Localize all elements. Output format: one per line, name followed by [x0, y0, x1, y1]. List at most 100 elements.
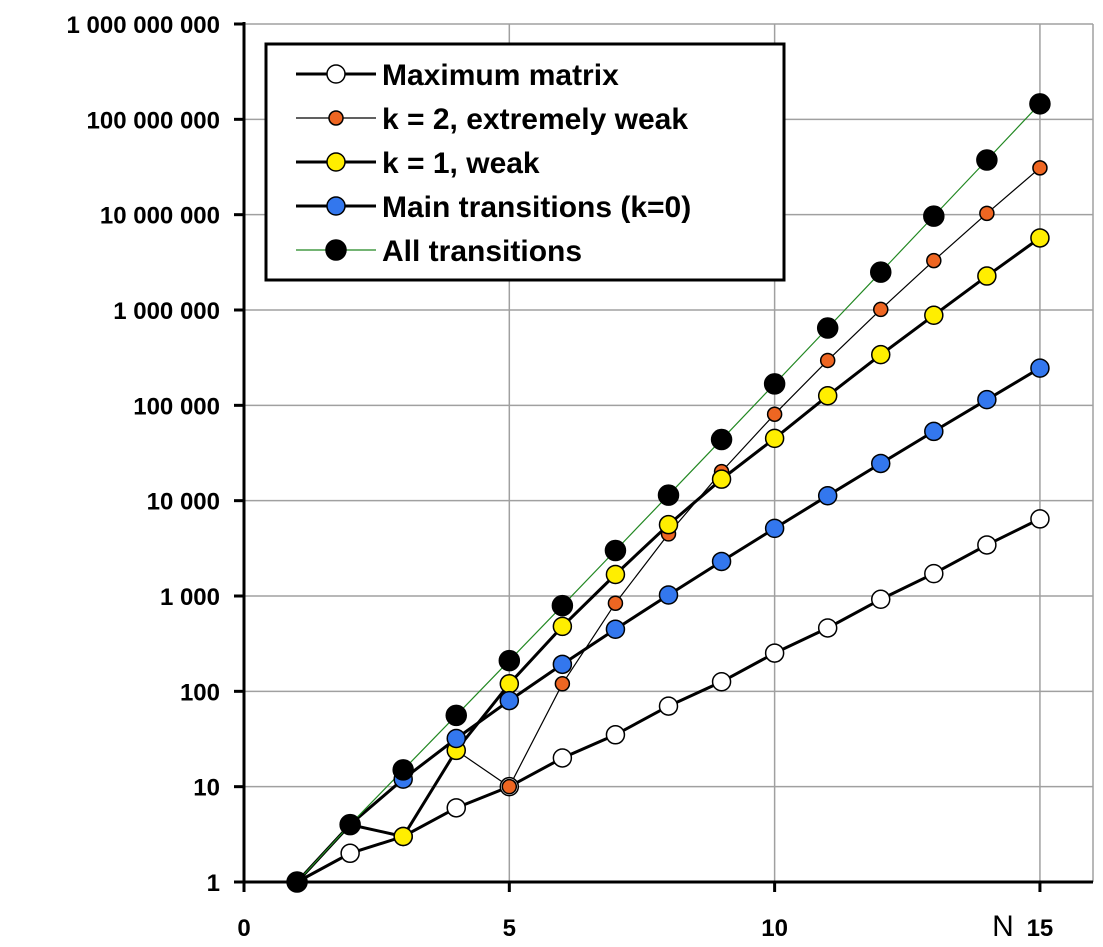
- data-point: [501, 778, 518, 795]
- data-point: [817, 618, 838, 638]
- x-tick-label: 10: [761, 915, 788, 942]
- x-tick-label: 0: [237, 915, 250, 942]
- data-point: [711, 672, 732, 692]
- legend-label: All transitions: [382, 235, 582, 268]
- data-point: [552, 616, 573, 637]
- data-point: [658, 696, 679, 716]
- data-point: [1029, 93, 1051, 115]
- data-point: [605, 725, 626, 745]
- data-point: [658, 514, 679, 535]
- legend-entry: Maximum matrix: [296, 59, 619, 92]
- series-layer: [286, 93, 1051, 893]
- legend-label: k = 1, weak: [382, 147, 540, 180]
- data-point: [1032, 160, 1048, 176]
- legend: Maximum matrix k = 2, extremely weak k = 1…: [264, 42, 786, 282]
- legend-entry: Main transitions (k=0): [296, 191, 691, 224]
- data-point: [1030, 228, 1050, 248]
- data-point: [339, 813, 361, 836]
- data-point: [977, 535, 997, 555]
- y-tick-label: 10 000: [147, 489, 220, 516]
- legend-marker: [328, 110, 344, 126]
- data-point: [766, 406, 783, 422]
- x-tick-label: 15: [1027, 915, 1054, 942]
- data-point: [605, 564, 626, 585]
- y-tick-label: 10: [193, 775, 220, 802]
- legend-entry: All transitions: [296, 235, 582, 268]
- data-point: [871, 453, 891, 474]
- data-point: [816, 317, 839, 339]
- legend-entry: k = 2, extremely weak: [296, 103, 688, 136]
- data-point: [1030, 509, 1050, 529]
- legend-marker: [325, 239, 347, 261]
- data-point: [499, 690, 520, 711]
- data-point: [286, 871, 308, 893]
- legend-label: Maximum matrix: [382, 59, 619, 92]
- data-point: [552, 654, 573, 675]
- data-point: [871, 589, 891, 610]
- data-point: [817, 386, 838, 406]
- data-point: [870, 261, 892, 283]
- data-point: [554, 676, 571, 692]
- series-3: [295, 366, 1041, 884]
- data-point: [977, 389, 997, 410]
- series-markers-2: [287, 228, 1050, 892]
- data-point: [711, 551, 732, 572]
- data-point: [551, 594, 574, 617]
- data-point: [976, 149, 998, 171]
- data-point: [710, 428, 733, 451]
- y-tick-label: 100: [180, 679, 220, 706]
- legend-entry: k = 1, weak: [296, 147, 540, 180]
- y-tick-label: 10 000 000: [100, 203, 220, 230]
- x-tick-label: 5: [503, 915, 516, 942]
- data-point: [711, 469, 732, 489]
- y-tick-label: 100 000: [133, 393, 220, 420]
- y-tick-label: 1 000: [160, 584, 220, 611]
- data-point: [763, 373, 786, 395]
- data-point: [819, 352, 836, 369]
- data-point: [604, 539, 627, 562]
- series-markers-4: [286, 93, 1051, 893]
- data-point: [605, 619, 626, 639]
- data-point: [340, 843, 360, 864]
- x-axis-title: N: [992, 910, 1014, 943]
- data-point: [764, 643, 785, 663]
- data-point: [979, 205, 995, 222]
- data-point: [446, 728, 466, 749]
- data-point: [817, 485, 838, 506]
- data-point: [393, 826, 413, 847]
- data-point: [977, 266, 997, 286]
- y-tick-label: 1 000 000: [113, 298, 220, 325]
- y-tick-label: 1 000 000 000: [67, 12, 220, 39]
- legend-label: k = 2, extremely weak: [382, 103, 688, 136]
- legend-marker: [326, 196, 346, 216]
- data-point: [924, 305, 944, 326]
- data-point: [658, 585, 679, 605]
- data-point: [924, 421, 944, 442]
- data-point: [764, 428, 785, 449]
- data-point: [607, 595, 624, 611]
- legend-marker: [326, 152, 346, 172]
- data-point: [1030, 358, 1050, 378]
- legend-marker: [326, 64, 346, 84]
- y-tick-label: 100 000 000: [87, 107, 220, 134]
- data-point: [926, 252, 942, 269]
- data-point: [392, 759, 414, 781]
- series-markers-3: [287, 358, 1050, 892]
- data-point: [764, 518, 785, 539]
- data-point: [446, 798, 466, 818]
- data-point: [923, 205, 945, 227]
- data-point: [871, 344, 891, 365]
- data-point: [498, 649, 521, 672]
- data-point: [924, 563, 944, 584]
- data-point: [552, 748, 573, 768]
- series-line: [295, 366, 1041, 884]
- data-point: [499, 674, 520, 694]
- data-point: [873, 301, 889, 318]
- data-point: [445, 704, 467, 727]
- data-point: [657, 484, 680, 506]
- y-tick-label: 1: [207, 870, 220, 897]
- legend-label: Main transitions (k=0): [382, 191, 691, 224]
